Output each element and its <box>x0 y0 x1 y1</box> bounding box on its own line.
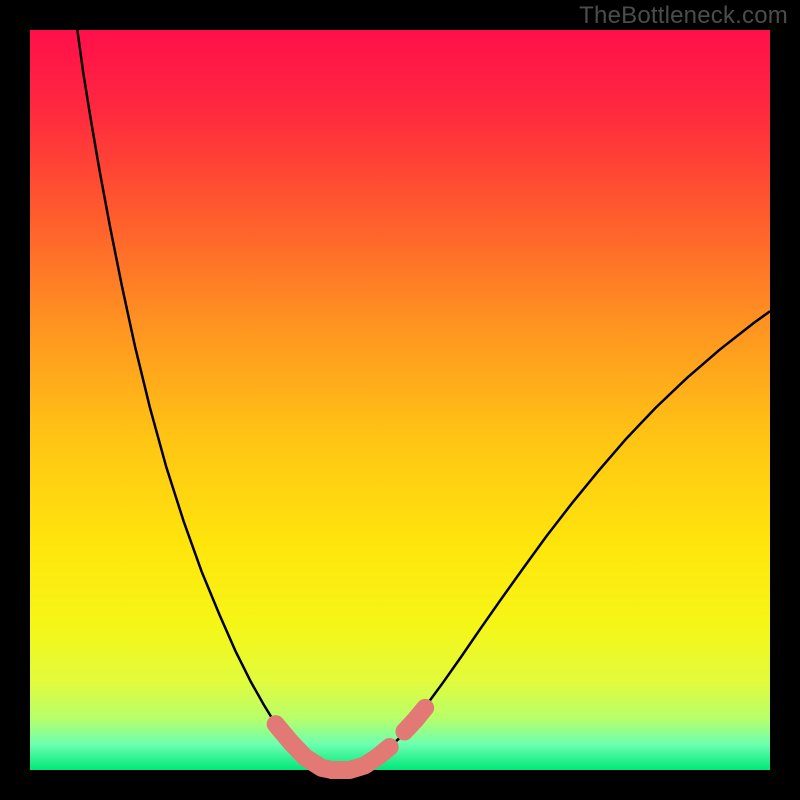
plot-gradient-background <box>30 30 770 770</box>
watermark-text: TheBottleneck.com <box>579 2 788 30</box>
bottleneck-chart <box>0 0 800 800</box>
chart-container: TheBottleneck.com <box>0 0 800 800</box>
